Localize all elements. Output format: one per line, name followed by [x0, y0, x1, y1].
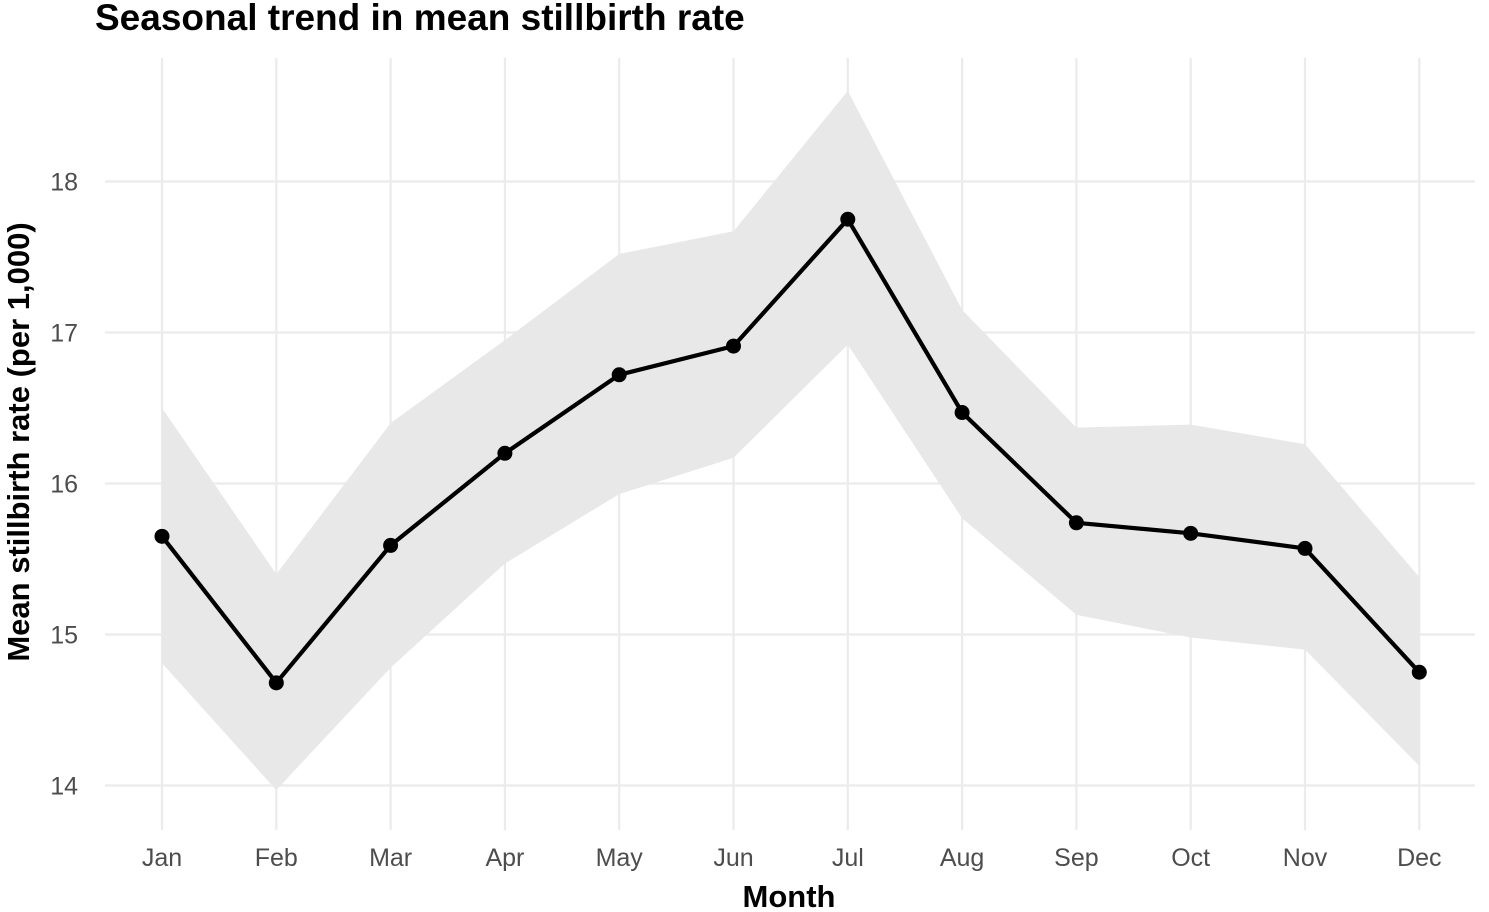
x-tick-label: Dec — [1397, 844, 1441, 872]
x-tick-label: Aug — [940, 844, 984, 872]
x-tick-label: Mar — [369, 844, 412, 872]
x-axis-ticks: Jan Feb Mar Apr May Jun Jul Aug Sep Oct Nov Dec — [142, 844, 1442, 872]
series-line — [159, 217, 1422, 685]
x-tick-label: Oct — [1171, 844, 1210, 872]
x-tick-label: Apr — [485, 844, 524, 872]
data-point-apr — [497, 445, 513, 461]
data-point-nov — [1297, 540, 1313, 556]
x-tick-label: May — [596, 844, 644, 872]
y-tick-label: 17 — [50, 320, 78, 348]
chart-title: Seasonal trend in mean stillbirth rate — [95, 0, 745, 38]
data-point-jun — [726, 338, 741, 354]
data-point-aug — [954, 405, 970, 421]
data-points-layer — [154, 211, 1427, 691]
confidence-band — [162, 90, 1420, 790]
y-axis-title: Mean stillbirth rate (per 1,000) — [1, 222, 36, 661]
y-tick-label: 16 — [50, 471, 78, 499]
y-tick-label: 18 — [50, 169, 78, 197]
data-point-oct — [1183, 525, 1199, 541]
data-point-mar — [383, 537, 399, 553]
y-tick-label: 14 — [50, 773, 78, 801]
x-axis-title: Month — [743, 879, 836, 912]
data-point-sep — [1068, 515, 1084, 531]
data-point-jul — [840, 211, 856, 227]
series-line-layer — [159, 217, 1422, 685]
data-point-may — [611, 367, 627, 383]
x-tick-label: Jun — [713, 844, 753, 872]
x-tick-label: Jul — [832, 844, 864, 872]
data-point-dec — [1411, 664, 1427, 680]
x-tick-label: Nov — [1283, 844, 1328, 872]
data-point-jan — [154, 528, 170, 544]
confidence-band-layer — [162, 90, 1420, 790]
y-axis-ticks: 14 15 16 17 18 — [50, 169, 78, 801]
x-tick-label: Jan — [142, 844, 182, 872]
x-tick-label: Feb — [255, 844, 298, 872]
x-tick-label: Sep — [1054, 844, 1098, 872]
data-point-feb — [268, 675, 284, 691]
y-tick-label: 15 — [50, 622, 78, 650]
